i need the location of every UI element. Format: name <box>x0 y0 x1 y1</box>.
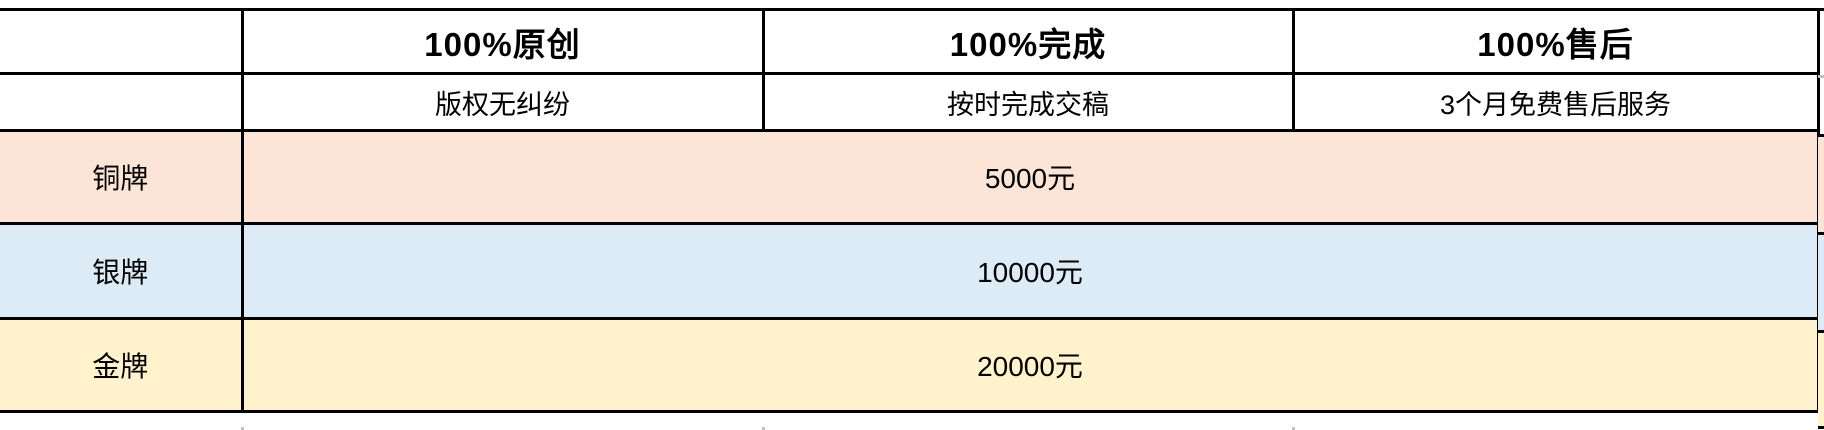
fill-bleed-bronze <box>1818 134 1824 232</box>
subheader-cell-copyright: 版权无纠纷 <box>240 72 765 132</box>
header-cell-original: 100%原创 <box>240 8 765 75</box>
fill-bleed-gold <box>1818 330 1824 429</box>
gridline-stub-bottom-2 <box>762 427 765 430</box>
gridline-stub-right <box>1818 75 1824 78</box>
header-row: 100%原创 100%完成 100%售后 <box>0 8 1820 75</box>
tier-row-gold: 金牌 20000元 <box>0 317 1820 413</box>
subheader-cell-ontime: 按时完成交稿 <box>761 72 1295 132</box>
tier-price-silver: 10000元 <box>240 222 1820 320</box>
header-cell-aftersale: 100%售后 <box>1291 8 1820 75</box>
tier-price-gold: 20000元 <box>240 317 1820 413</box>
top-border-extension <box>1818 8 1824 11</box>
header-cell-completion: 100%完成 <box>761 8 1295 75</box>
tier-label-silver: 银牌 <box>0 222 244 320</box>
tier-label-bronze: 铜牌 <box>0 129 244 225</box>
subheader-cell-service: 3个月免费售后服务 <box>1291 72 1820 132</box>
corner-sub-cell <box>0 72 244 132</box>
subheader-row: 版权无纠纷 按时完成交稿 3个月免费售后服务 <box>0 72 1820 132</box>
fill-bleed-silver <box>1818 232 1824 330</box>
tier-label-gold: 金牌 <box>0 317 244 413</box>
corner-cell <box>0 8 244 75</box>
tier-row-bronze: 铜牌 5000元 <box>0 129 1820 225</box>
tier-row-silver: 银牌 10000元 <box>0 222 1820 320</box>
gridline-stub-bottom-3 <box>1292 427 1295 430</box>
pricing-table: 100%原创 100%完成 100%售后 版权无纠纷 按时完成交稿 3个月免费售… <box>0 8 1820 413</box>
gridline-stub-bottom-1 <box>241 427 244 430</box>
tier-price-bronze: 5000元 <box>240 129 1820 225</box>
